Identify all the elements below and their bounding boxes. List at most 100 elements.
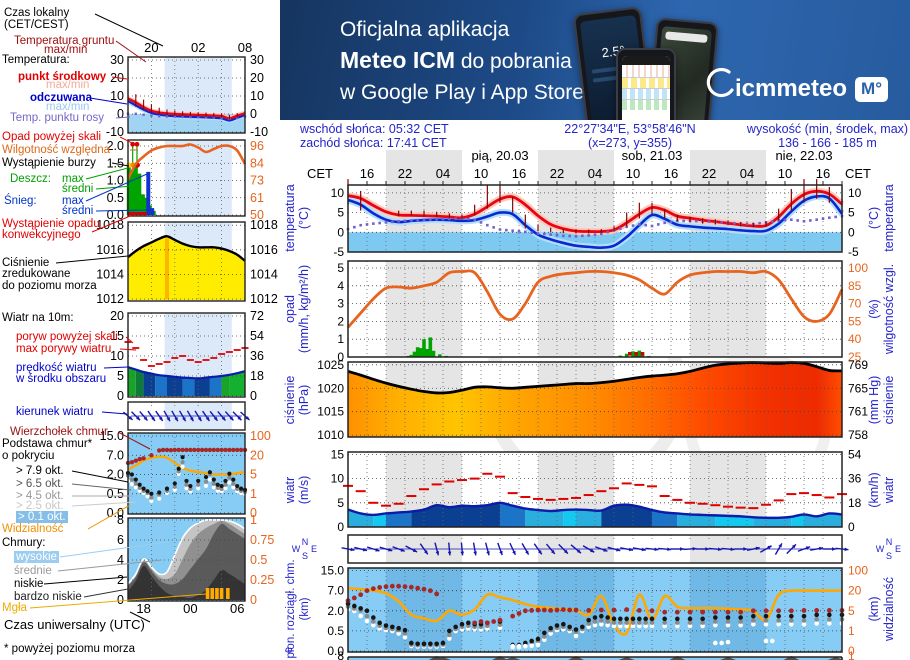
svg-text:1012: 1012 — [250, 292, 278, 306]
svg-text:(km): (km) — [867, 597, 881, 622]
svg-text:765: 765 — [848, 381, 868, 395]
legend-label: Wystąpienie opadu — [2, 218, 100, 230]
svg-text:6: 6 — [117, 533, 124, 547]
legend-connectors — [29, 13, 207, 623]
panel-clouds-visibility: 15.0 100 7.0 20 2.0 5 0.5 1 0.0 0 pion. rozciągł. … — [285, 559, 896, 658]
svg-text:(hPa): (hPa) — [297, 385, 311, 416]
svg-text:(mm Hg): (mm Hg) — [867, 376, 881, 425]
legend-label: max/min — [46, 79, 90, 91]
svg-text:7.0: 7.0 — [327, 584, 344, 598]
svg-text:pią, 20.03: pią, 20.03 — [471, 148, 528, 163]
svg-text:5: 5 — [848, 206, 855, 220]
svg-text:06: 06 — [230, 601, 244, 616]
mini-direction — [122, 401, 250, 431]
svg-text:30: 30 — [110, 53, 124, 67]
svg-text:04: 04 — [588, 166, 602, 181]
svg-text:0.5: 0.5 — [250, 553, 267, 567]
legend-label: Widzialność — [2, 523, 64, 535]
svg-text:0: 0 — [250, 389, 257, 403]
svg-text:0: 0 — [117, 389, 124, 403]
svg-text:-10: -10 — [250, 125, 268, 139]
svg-text:22: 22 — [550, 166, 564, 181]
legend-label: prędkość wiatru — [16, 362, 97, 374]
altitude-info: wysokość (min, środek, max) 136 - 166 - … — [745, 122, 910, 150]
svg-text:36: 36 — [250, 349, 264, 363]
app-banner[interactable]: Oficjalna aplikacja Meteo ICM do pobrani… — [280, 0, 910, 120]
svg-text:5: 5 — [250, 468, 257, 482]
svg-text:(%): (%) — [867, 299, 881, 318]
legend-label: > 2.5 okt. — [16, 500, 64, 512]
logo-swoosh-icon — [706, 67, 734, 98]
svg-text:(°C): (°C) — [867, 207, 881, 229]
svg-text:S: S — [302, 551, 308, 561]
svg-text:54: 54 — [250, 329, 264, 343]
svg-text:04: 04 — [436, 166, 450, 181]
mini-precip: 2.0 961.5 841.0 730.5 610.0 50 — [107, 139, 264, 222]
svg-text:22: 22 — [702, 166, 716, 181]
svg-text:-10: -10 — [106, 125, 124, 139]
svg-text:1025: 1025 — [317, 358, 344, 372]
svg-text:wilgotność wzgl.: wilgotność wzgl. — [882, 264, 896, 355]
legend-label: Temperatura gruntu — [14, 35, 115, 47]
legend-footnote: * powyżej poziomu morza — [4, 643, 136, 655]
svg-text:W: W — [876, 544, 885, 554]
legend-label: Wystąpienie burzy — [2, 157, 96, 169]
sun-info: wschód słońca: 05:32 CET zachód słońca: … — [300, 122, 449, 150]
svg-text:18: 18 — [848, 496, 862, 510]
svg-text:1: 1 — [848, 649, 855, 660]
svg-text:0: 0 — [848, 520, 855, 534]
svg-text:wiatr: wiatr — [283, 477, 297, 504]
legend-label: Czas lokalny — [4, 7, 70, 19]
svg-text:55: 55 — [848, 314, 862, 328]
svg-text:0.0: 0.0 — [327, 644, 344, 658]
svg-text:84: 84 — [250, 156, 264, 170]
svg-text:70: 70 — [848, 297, 862, 311]
svg-text:0.0: 0.0 — [107, 208, 124, 222]
svg-text:S: S — [886, 551, 892, 561]
svg-text:36: 36 — [848, 472, 862, 486]
svg-text:1.0: 1.0 — [107, 174, 124, 188]
svg-text:0: 0 — [250, 593, 257, 607]
logo-text: icmmeteo — [734, 75, 848, 102]
svg-text:0: 0 — [117, 107, 124, 121]
legend-label: max — [62, 195, 84, 207]
legend-label: Śnieg: — [4, 195, 37, 207]
svg-text:1: 1 — [250, 513, 257, 527]
altitude-values: 136 - 166 - 185 m — [778, 136, 877, 150]
banner-line2: Meteo ICM do pobrania — [340, 45, 584, 77]
svg-text:5: 5 — [337, 496, 344, 510]
svg-text:5: 5 — [117, 369, 124, 383]
svg-text:2: 2 — [117, 573, 124, 587]
svg-text:100: 100 — [848, 564, 868, 578]
svg-text:15: 15 — [110, 329, 124, 343]
legend-label: Podstawa chmur* — [2, 438, 93, 450]
svg-text:0: 0 — [337, 350, 344, 364]
svg-text:25: 25 — [848, 350, 862, 364]
svg-text:5: 5 — [337, 206, 344, 220]
svg-text:CET: CET — [845, 166, 871, 181]
legend-label: bardzo niskie — [14, 591, 82, 603]
legend-label: max/min — [44, 44, 88, 56]
svg-text:ciśnienie: ciśnienie — [882, 376, 896, 425]
svg-text:wiatr: wiatr — [882, 477, 896, 504]
svg-text:0: 0 — [337, 520, 344, 534]
grid-xy-text: (x=273, y=355) — [587, 136, 673, 150]
svg-text:5: 5 — [337, 261, 344, 275]
svg-text:0: 0 — [337, 225, 344, 239]
logo-badge: M° — [855, 77, 888, 102]
legend-label: o pokryciu — [2, 450, 55, 462]
legend-label: punkt środkowy — [18, 71, 107, 83]
svg-text:(km/h): (km/h) — [867, 472, 881, 507]
panel-precip-humidity: 5 100 4 85 3 70 2 55 1 40 0 25 opad (mm/h, kg/m²/h) (%… — [283, 260, 896, 364]
legend-label: max — [62, 173, 84, 185]
svg-text:pion. rozciągł. chm.: pion. rozciągł. chm. — [285, 559, 297, 658]
svg-text:temperatura: temperatura — [882, 184, 896, 251]
legend-label: Deszcz: — [10, 173, 51, 185]
svg-text:2.0: 2.0 — [107, 139, 124, 153]
svg-text:0: 0 — [117, 593, 124, 607]
svg-text:54: 54 — [848, 447, 862, 461]
legend-label: > 7.9 okt. — [16, 465, 64, 477]
